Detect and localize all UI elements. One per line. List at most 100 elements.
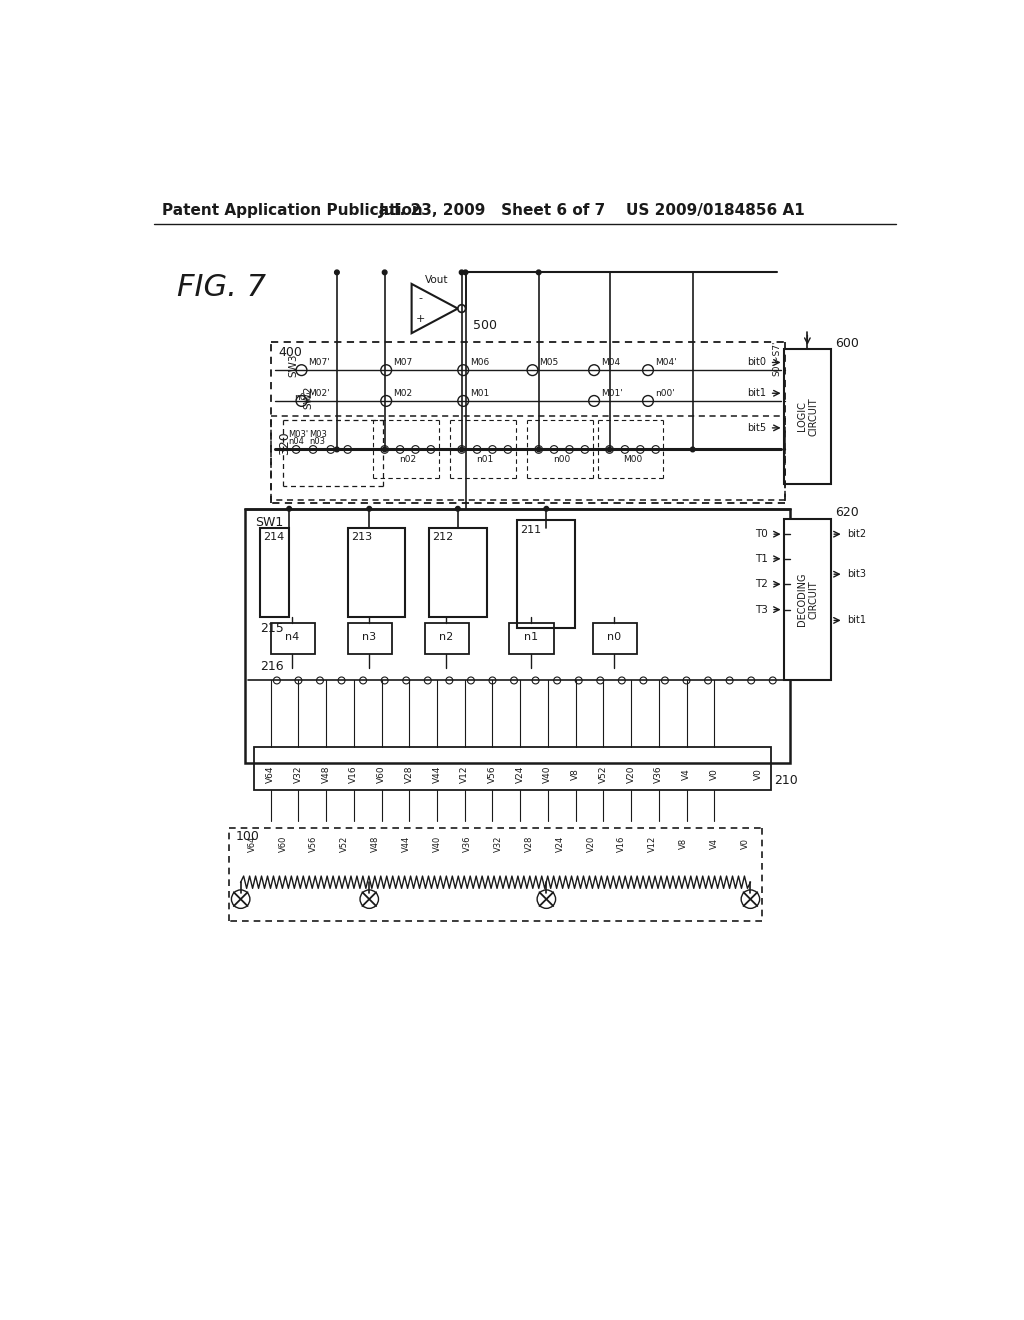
Circle shape <box>382 271 387 275</box>
Bar <box>270 623 315 655</box>
Text: M02': M02' <box>308 389 330 397</box>
Text: V48: V48 <box>322 766 331 783</box>
Text: M04': M04' <box>655 358 677 367</box>
Text: V64: V64 <box>266 766 275 783</box>
Bar <box>517 520 574 628</box>
Text: 400: 400 <box>279 346 302 359</box>
Text: V44: V44 <box>432 766 441 783</box>
Bar <box>245 508 790 763</box>
Text: V28: V28 <box>525 836 534 851</box>
Text: V52: V52 <box>599 766 608 783</box>
Text: US 2009/0184856 A1: US 2009/0184856 A1 <box>627 203 805 218</box>
Circle shape <box>287 507 292 511</box>
Text: V32: V32 <box>294 766 303 783</box>
Bar <box>509 623 554 655</box>
Text: V40: V40 <box>432 836 441 851</box>
Text: M01': M01' <box>601 389 623 397</box>
Text: V52: V52 <box>340 836 349 851</box>
Text: M07': M07' <box>308 358 330 367</box>
Text: V20: V20 <box>587 836 596 851</box>
Text: bit2: bit2 <box>847 529 865 539</box>
Text: T1: T1 <box>756 554 768 564</box>
Text: M04: M04 <box>601 358 621 367</box>
Circle shape <box>690 447 695 451</box>
Text: SW1: SW1 <box>255 516 284 529</box>
Text: T3: T3 <box>756 605 768 615</box>
Text: V60: V60 <box>279 836 288 851</box>
Text: n02: n02 <box>399 455 417 463</box>
Bar <box>783 519 831 681</box>
Text: V28: V28 <box>404 766 414 783</box>
Text: V44: V44 <box>401 836 411 851</box>
Text: V60: V60 <box>377 766 386 783</box>
Text: V40: V40 <box>544 766 552 783</box>
Text: n1: n1 <box>524 632 538 643</box>
Text: V16: V16 <box>349 766 358 783</box>
Text: bit0: bit0 <box>748 358 767 367</box>
Text: V8: V8 <box>571 768 581 780</box>
Text: V12: V12 <box>648 836 657 851</box>
Text: V48: V48 <box>371 836 380 851</box>
Circle shape <box>456 507 460 511</box>
Text: 213: 213 <box>351 532 372 543</box>
Text: V24: V24 <box>516 766 524 783</box>
Text: 320: 320 <box>279 432 292 455</box>
Text: FIG. 7: FIG. 7 <box>177 273 266 302</box>
Text: bit1: bit1 <box>847 615 865 626</box>
Text: V12: V12 <box>460 766 469 783</box>
Circle shape <box>460 447 464 451</box>
Bar <box>254 747 771 789</box>
Text: Jul. 23, 2009   Sheet 6 of 7: Jul. 23, 2009 Sheet 6 of 7 <box>379 203 606 218</box>
Text: M06: M06 <box>470 358 489 367</box>
Text: 210: 210 <box>774 774 798 787</box>
Text: 211: 211 <box>520 524 542 535</box>
Text: V0: V0 <box>740 838 750 849</box>
Text: DECODING
CIRCUIT: DECODING CIRCUIT <box>797 573 818 627</box>
Text: 212: 212 <box>432 532 454 543</box>
Text: M03': M03' <box>289 429 308 438</box>
Circle shape <box>463 271 468 275</box>
Text: T2: T2 <box>756 579 768 589</box>
Text: M05: M05 <box>540 358 559 367</box>
Text: SW2: SW2 <box>304 385 313 409</box>
Text: n01: n01 <box>476 455 494 463</box>
Bar <box>593 623 637 655</box>
Circle shape <box>537 271 541 275</box>
Text: M02: M02 <box>393 389 413 397</box>
Circle shape <box>537 447 541 451</box>
Text: 500: 500 <box>473 319 498 333</box>
Text: n03': n03' <box>295 392 314 401</box>
Text: 214: 214 <box>263 532 285 543</box>
Text: n4: n4 <box>285 632 299 643</box>
Circle shape <box>335 271 339 275</box>
Text: n2: n2 <box>439 632 454 643</box>
Circle shape <box>382 447 387 451</box>
Circle shape <box>367 507 372 511</box>
Bar <box>429 528 487 616</box>
Text: bit1: bit1 <box>748 388 767 399</box>
Text: 215: 215 <box>260 622 284 635</box>
Circle shape <box>335 447 339 451</box>
Text: 600: 600 <box>836 337 859 350</box>
Text: n03: n03 <box>309 437 326 446</box>
Text: LOGIC
CIRCUIT: LOGIC CIRCUIT <box>797 397 818 436</box>
Text: V16: V16 <box>617 836 627 851</box>
Text: V64: V64 <box>248 836 257 851</box>
Text: +: + <box>416 314 425 323</box>
Text: SW3: SW3 <box>289 352 298 376</box>
Text: n3: n3 <box>362 632 377 643</box>
Text: V8: V8 <box>679 838 688 849</box>
Circle shape <box>544 507 549 511</box>
Text: M03: M03 <box>309 429 327 438</box>
Circle shape <box>460 271 464 275</box>
Text: V4: V4 <box>710 838 719 849</box>
Text: V56: V56 <box>309 836 318 851</box>
Text: n00': n00' <box>655 389 675 397</box>
Text: n00: n00 <box>553 455 570 463</box>
Text: bit3: bit3 <box>847 569 865 579</box>
Text: V36: V36 <box>654 766 664 783</box>
Text: bit5: bit5 <box>748 422 767 433</box>
Text: M01: M01 <box>470 389 489 397</box>
Circle shape <box>607 447 611 451</box>
Text: V56: V56 <box>488 766 497 783</box>
